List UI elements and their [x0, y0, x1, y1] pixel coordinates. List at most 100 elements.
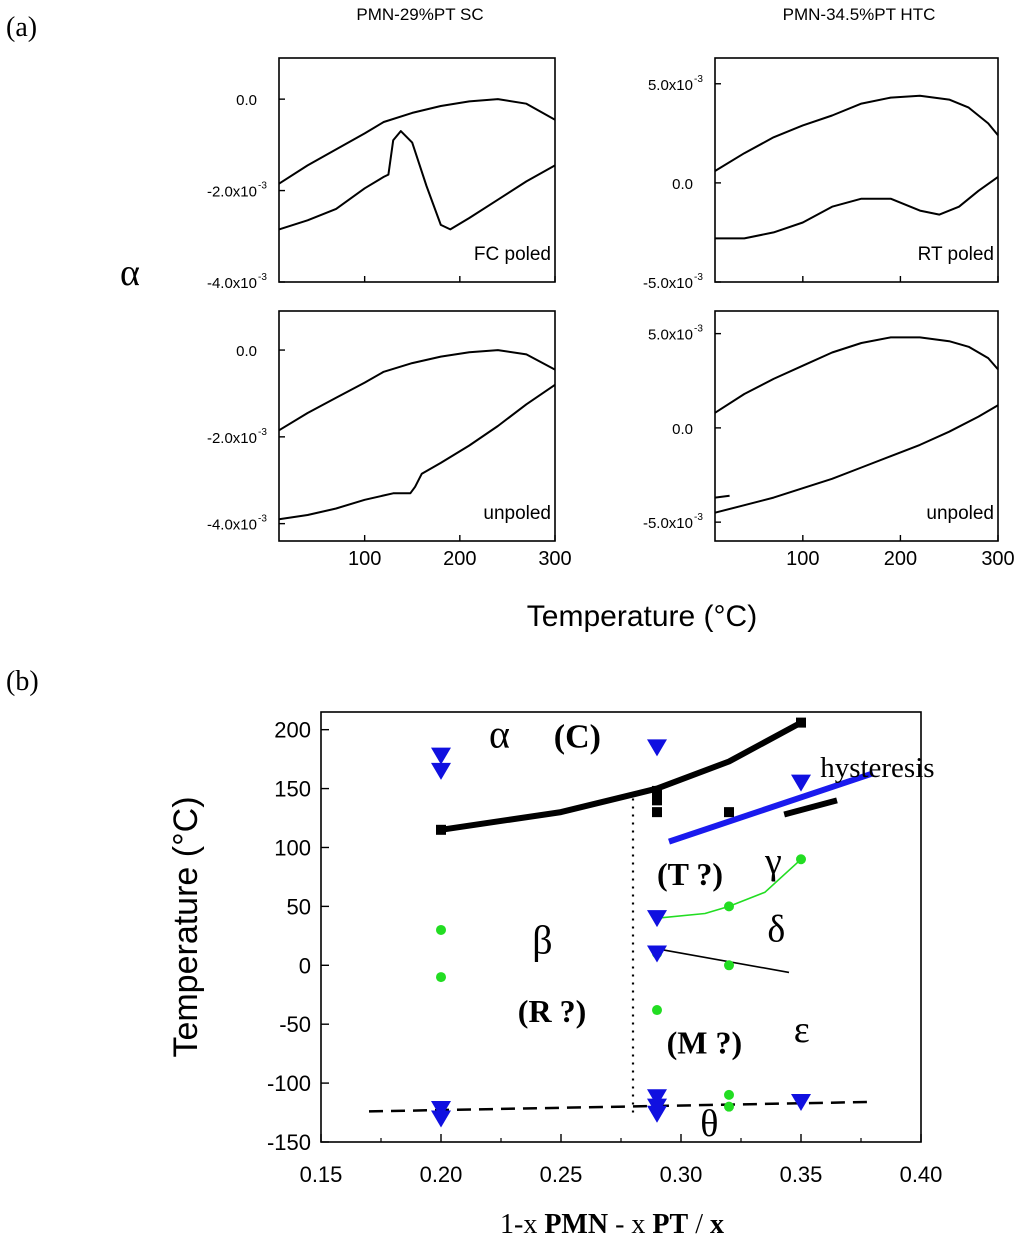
x-tick-label: 300: [538, 548, 571, 570]
boundary-delta-line: [656, 948, 790, 974]
data-dot: [436, 924, 446, 935]
y-tick-label: 200: [274, 718, 311, 743]
phase-label: hysteresis: [820, 752, 934, 784]
y-tick-label-exponent: -3: [694, 74, 703, 85]
y-tick-label: -50: [279, 1012, 311, 1037]
data-dot: [796, 854, 806, 865]
data-square: [652, 807, 662, 818]
series-line-upper: [714, 94, 999, 172]
phase-label: (M ?): [667, 1025, 743, 1061]
x-axis-label-part: x: [710, 1209, 724, 1240]
series-line-lower-start: [714, 494, 730, 499]
series-line-upper: [714, 336, 999, 414]
y-tick-label: -150: [267, 1130, 311, 1155]
phase-label: (T ?): [657, 856, 723, 892]
boundary-hysteresis-line: [668, 770, 874, 845]
series-line-lower: [278, 130, 556, 231]
data-triangle: [431, 1101, 451, 1119]
curve-annotation: unpoled: [926, 503, 994, 524]
phase-label: θ: [700, 1103, 718, 1145]
x-tick-label: 200: [884, 548, 917, 570]
x-axis-label-part: - x: [608, 1209, 652, 1240]
y-tick-label: 0: [299, 953, 311, 978]
plot-a-top-right: 5.0x10 -30.0-5.0x10 -3RT poled: [643, 57, 999, 292]
y-tick-label: -5.0x10: [643, 515, 693, 532]
data-dot: [724, 960, 734, 971]
phase-label: (R ?): [518, 993, 586, 1029]
y-tick-label-exponent: -3: [694, 272, 703, 283]
y-tick-label: -100: [267, 1071, 311, 1096]
y-tick-label: 150: [274, 777, 311, 802]
y-tick-label: -2.0x10: [207, 430, 257, 447]
phase-label: α: [489, 711, 510, 756]
panel-b-label: (b): [6, 666, 39, 697]
boundary-low-temperature-dashed: [368, 1100, 874, 1113]
y-tick-label: -4.0x10: [207, 517, 257, 534]
series-line-lower: [278, 383, 556, 521]
data-square: [436, 824, 446, 835]
data-triangle: [647, 910, 667, 928]
data-dot: [652, 1005, 662, 1016]
y-tick-label: -5.0x10: [643, 275, 693, 292]
y-tick-label: 50: [287, 894, 311, 919]
y-tick-label-exponent: -3: [694, 512, 703, 523]
y-tick-label-exponent: -3: [694, 324, 703, 335]
x-axis-label-part: PMN: [544, 1209, 608, 1240]
data-square: [796, 717, 806, 728]
data-triangle: [791, 774, 811, 792]
x-tick-label: 300: [981, 548, 1014, 570]
y-tick-label: 0.0: [672, 421, 693, 438]
panel-a-x-label: Temperature (°C): [527, 600, 757, 633]
x-tick-label: 200: [443, 548, 476, 570]
x-tick-label: 0.40: [900, 1162, 943, 1187]
data-triangle: [647, 739, 667, 757]
x-axis-label-part: PT: [652, 1209, 688, 1240]
x-tick-label: 0.30: [660, 1162, 703, 1187]
y-tick-label: 5.0x10: [648, 327, 693, 344]
plot-frame: [278, 310, 556, 542]
series-line-lower: [715, 176, 999, 240]
series-line-lower: [714, 404, 999, 514]
y-tick-label: 100: [274, 835, 311, 860]
panel-a-y-symbol: α: [120, 252, 140, 294]
phase-label: β: [532, 918, 552, 963]
x-axis-label-part: /: [688, 1209, 710, 1240]
data-triangle: [791, 1093, 811, 1111]
plot-frame: [714, 310, 999, 542]
y-tick-label: -4.0x10: [207, 275, 257, 292]
y-tick-label-exponent: -3: [258, 272, 267, 283]
plot-frame: [278, 57, 556, 283]
x-tick-label: 0.20: [420, 1162, 463, 1187]
y-axis-label: Temperature (°C): [167, 796, 205, 1057]
x-axis-label: 1-x PMN - x PT / x: [500, 1209, 724, 1240]
y-tick-label: 0.0: [672, 176, 693, 193]
x-tick-label: 0.25: [540, 1162, 583, 1187]
data-square: [652, 785, 662, 796]
phase-label: δ: [767, 909, 785, 951]
curve-annotation: RT poled: [918, 244, 994, 265]
data-triangle: [647, 1089, 667, 1107]
boundary-small-black-segment: [783, 797, 838, 818]
series-line-upper: [278, 98, 556, 185]
y-tick-label-exponent: -3: [258, 427, 267, 438]
x-axis-label-part: 1-x: [500, 1209, 544, 1240]
y-tick-label: 5.0x10: [648, 77, 693, 94]
data-dot: [436, 972, 446, 983]
curve-annotation: FC poled: [474, 244, 551, 265]
phase-label: (C): [554, 718, 601, 755]
curve-annotation: unpoled: [483, 503, 551, 524]
phase-label: γ: [764, 840, 782, 882]
panel-a-title-left: PMN-29%PT SC: [356, 5, 483, 24]
y-tick-label: 0.0: [236, 343, 257, 360]
panel-a-title-right: PMN-34.5%PT HTC: [783, 5, 936, 24]
series-line-upper: [278, 349, 556, 432]
y-tick-label: -2.0x10: [207, 184, 257, 201]
data-triangle: [431, 747, 451, 765]
data-triangle: [431, 762, 451, 780]
data-triangle: [647, 1105, 667, 1123]
panel-a-label: (a): [6, 12, 37, 43]
data-dot: [724, 901, 734, 912]
